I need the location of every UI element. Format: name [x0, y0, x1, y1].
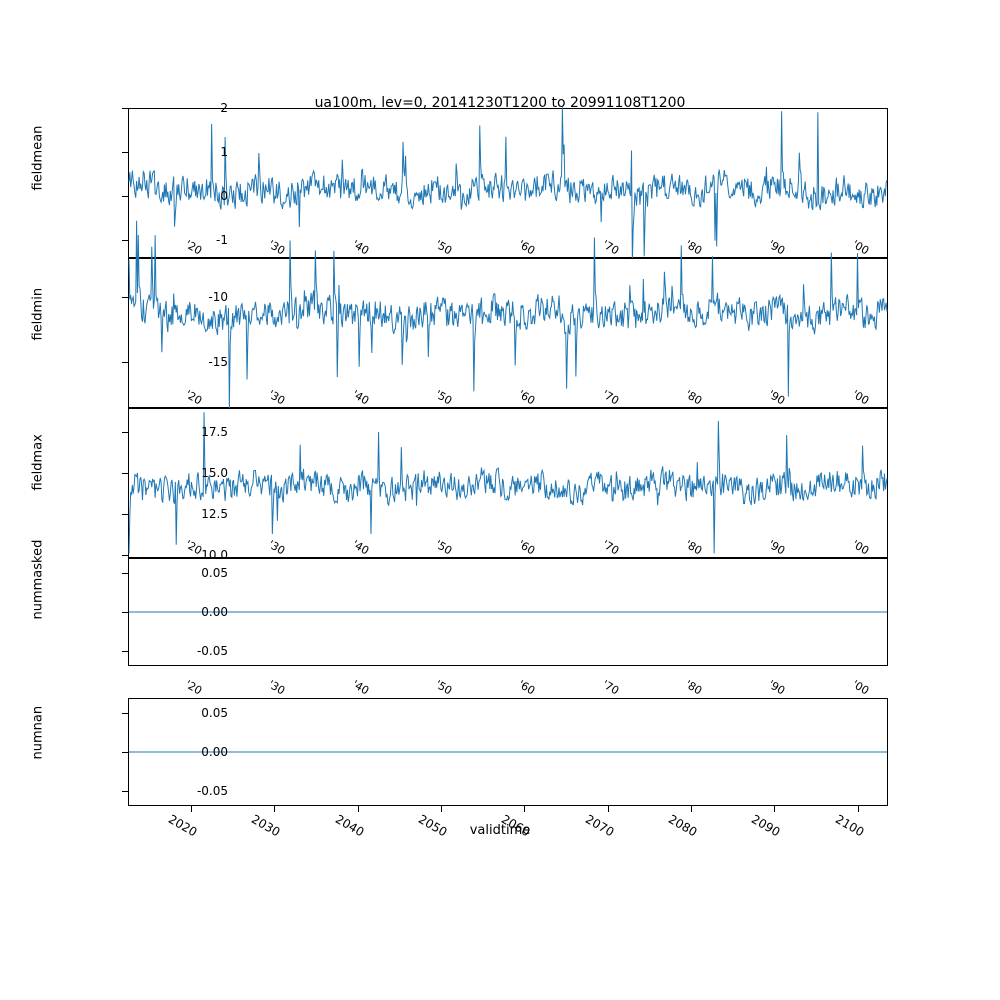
y-tick-numnan--0.05: -0.05 [197, 784, 228, 798]
panel-fieldmean [128, 108, 888, 258]
y-axis-label-fieldmin: fieldmin [31, 288, 46, 341]
y-tick-numnan-0.05: 0.05 [201, 706, 228, 720]
x-tick-top-numnan-2090: '90 [766, 678, 787, 698]
y-tick-fieldmax-15: 15.0 [201, 466, 228, 480]
x-tick-top-numnan-2030: '30 [266, 678, 287, 698]
y-tick-fieldmax-17.5: 17.5 [201, 425, 228, 439]
y-tick-fieldmin--10: -10 [208, 290, 228, 304]
x-tick-top-numnan-2080: '80 [683, 678, 704, 698]
y-axis-label-nummasked: nummasked [31, 540, 46, 620]
y-tick-nummasked-0.05: 0.05 [201, 566, 228, 580]
panel-numnan [128, 698, 888, 806]
y-tick-fieldmean-1: 1 [220, 145, 228, 159]
y-tick-fieldmin--15: -15 [208, 355, 228, 369]
y-tick-fieldmax-10: 10.0 [201, 548, 228, 562]
line-series-fieldmax [129, 412, 887, 553]
x-tick-top-numnan-2020: '20 [183, 678, 204, 698]
panel-nummasked [128, 558, 888, 666]
y-axis-label-numnan: numnan [31, 706, 46, 760]
y-tick-fieldmean-0: 0 [220, 189, 228, 203]
panel-fieldmax [128, 408, 888, 558]
figure-container: ua100m, lev=0, 20141230T1200 to 20991108… [0, 0, 1000, 1000]
panel-fieldmin [128, 258, 888, 408]
x-tick-top-numnan-2050: '50 [433, 678, 454, 698]
y-tick-fieldmax-12.5: 12.5 [201, 507, 228, 521]
y-tick-nummasked-0: 0.00 [201, 605, 228, 619]
y-axis-label-fieldmean: fieldmean [31, 126, 46, 191]
y-tick-fieldmean--1: -1 [216, 233, 228, 247]
y-tick-numnan-0: 0.00 [201, 745, 228, 759]
x-tick-top-numnan-2100: '00 [850, 678, 871, 698]
y-axis-label-fieldmax: fieldmax [31, 434, 46, 490]
y-tick-nummasked--0.05: -0.05 [197, 644, 228, 658]
x-tick-top-numnan-2040: '40 [350, 678, 371, 698]
x-tick-top-numnan-2070: '70 [600, 678, 621, 698]
x-tick-top-numnan-2060: '60 [516, 678, 537, 698]
y-tick-fieldmean-2: 2 [220, 101, 228, 115]
